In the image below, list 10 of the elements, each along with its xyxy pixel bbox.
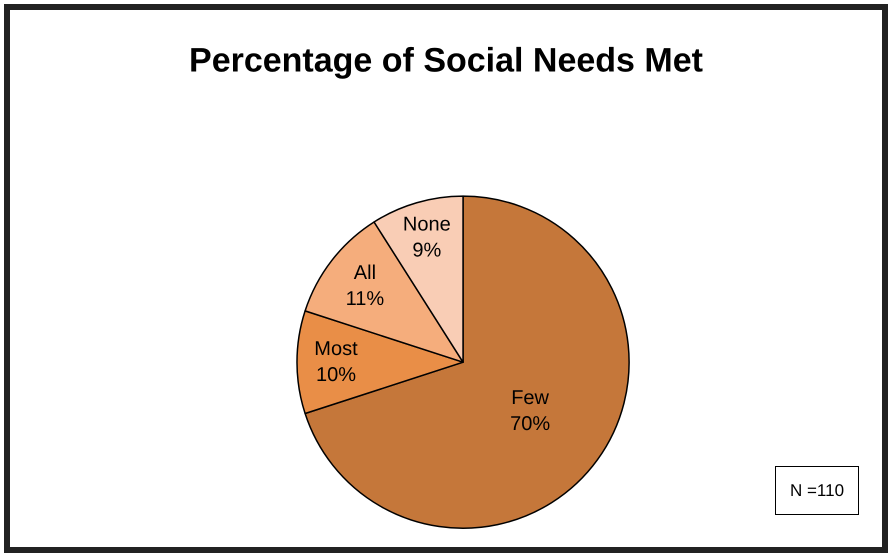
data-label: 70%: [510, 413, 550, 436]
slice-label: None: [402, 214, 451, 236]
data-label: 11%: [346, 288, 384, 310]
slice-label: Few: [511, 387, 550, 410]
data-label: 9%: [412, 240, 442, 262]
text: N =110: [790, 481, 844, 500]
slice-label: All: [354, 262, 376, 284]
data-label: 10%: [316, 364, 356, 386]
slice-label: Most: [314, 338, 358, 360]
chart-title: Percentage of Social Needs Met: [189, 41, 703, 80]
